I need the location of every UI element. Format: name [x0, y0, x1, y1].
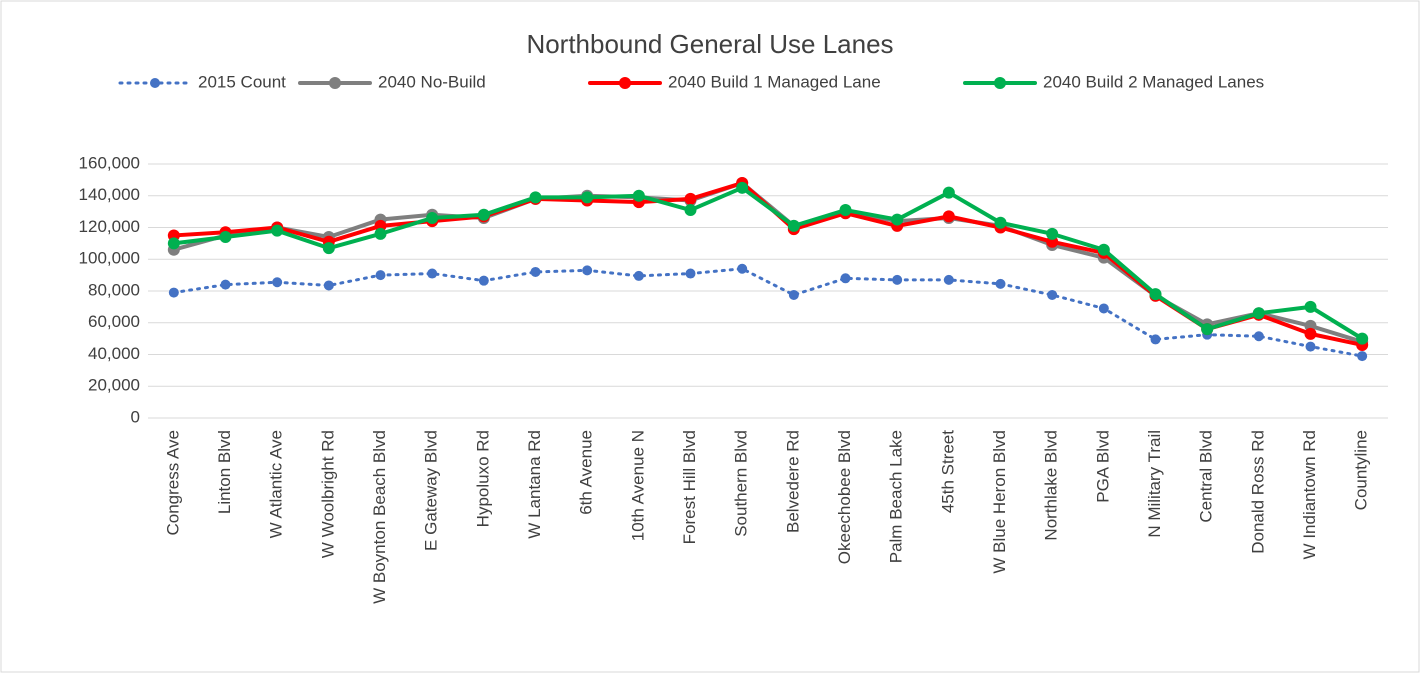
- y-tick-label: 140,000: [79, 185, 140, 204]
- data-point: [1201, 323, 1214, 336]
- data-point: [788, 289, 799, 300]
- y-tick-label: 40,000: [88, 344, 140, 363]
- x-tick-label: Linton Blvd: [215, 430, 234, 514]
- data-point: [1304, 327, 1317, 340]
- chart-title: Northbound General Use Lanes: [526, 29, 893, 59]
- legend-marker: [150, 78, 160, 88]
- series-line: [171, 185, 1365, 341]
- data-point: [219, 231, 232, 244]
- legend-label: 2040 No-Build: [378, 72, 486, 91]
- x-tick-label: 45th Street: [938, 430, 957, 513]
- data-point: [581, 191, 594, 204]
- data-point: [477, 208, 490, 221]
- data-point: [168, 287, 179, 298]
- y-tick-label: 60,000: [88, 312, 140, 331]
- series-line: [172, 267, 1364, 358]
- x-tick-label: Countyline: [1352, 430, 1371, 510]
- data-point: [272, 277, 283, 288]
- y-tick-label: 160,000: [79, 153, 140, 172]
- data-point: [632, 189, 645, 202]
- x-tick-label: Hypoluxo Rd: [473, 430, 492, 527]
- x-tick-label: E Gateway Blvd: [422, 430, 441, 551]
- x-tick-label: W Lantana Rd: [525, 430, 544, 539]
- x-tick-label: N Military Trail: [1145, 430, 1164, 538]
- data-point: [582, 265, 593, 276]
- x-tick-label: W Boynton Beach Blvd: [370, 430, 389, 604]
- legend-marker: [994, 77, 1006, 89]
- data-point: [1304, 300, 1317, 313]
- x-tick-label: 6th Avenue: [577, 430, 596, 515]
- y-tick-label: 20,000: [88, 376, 140, 395]
- data-point: [891, 213, 904, 226]
- data-point: [942, 186, 955, 199]
- x-tick-label: Congress Ave: [163, 430, 182, 536]
- x-tick-label: Okeechobee Blvd: [835, 430, 854, 564]
- x-tick-label: W Atlantic Ave: [267, 430, 286, 538]
- data-point: [271, 224, 284, 237]
- data-point: [684, 192, 697, 205]
- data-point: [1098, 303, 1109, 314]
- data-point: [220, 279, 231, 290]
- data-point: [529, 191, 542, 204]
- data-point: [1097, 243, 1110, 256]
- data-point: [530, 266, 541, 277]
- data-point: [633, 270, 644, 281]
- data-point: [1149, 288, 1162, 301]
- data-point: [1047, 289, 1058, 300]
- y-tick-label: 100,000: [79, 249, 140, 268]
- x-tick-label: W Blue Heron Blvd: [990, 430, 1009, 574]
- x-tick-label: Southern Blvd: [732, 430, 751, 537]
- data-point: [375, 270, 386, 281]
- y-tick-label: 80,000: [88, 280, 140, 299]
- data-point: [1150, 334, 1161, 345]
- legend-label: 2040 Build 1 Managed Lane: [668, 72, 881, 91]
- y-tick-label: 0: [131, 407, 140, 426]
- data-point: [427, 268, 438, 279]
- data-point: [1357, 351, 1368, 362]
- data-point: [994, 216, 1007, 229]
- data-point: [478, 275, 489, 286]
- x-tick-label: PGA Blvd: [1093, 430, 1112, 503]
- data-point: [322, 242, 335, 255]
- legend-marker: [619, 77, 631, 89]
- x-tick-label: 10th Avenue N: [628, 430, 647, 541]
- data-point: [323, 280, 334, 291]
- data-point: [426, 211, 439, 224]
- data-point: [685, 268, 696, 279]
- x-tick-label: Forest Hill Blvd: [680, 430, 699, 544]
- data-point: [1253, 331, 1264, 342]
- data-point: [840, 273, 851, 284]
- legend-label: 2015 Count: [198, 72, 286, 91]
- data-point: [684, 204, 697, 217]
- data-point: [374, 227, 387, 240]
- y-tick-label: 120,000: [79, 217, 140, 236]
- data-point: [167, 237, 180, 250]
- data-point: [1046, 227, 1059, 240]
- data-point: [839, 204, 852, 217]
- data-point: [737, 263, 748, 274]
- x-tick-label: W Indiantown Rd: [1300, 430, 1319, 559]
- x-tick-label: Donald Ross Rd: [1248, 430, 1267, 554]
- data-point: [942, 210, 955, 223]
- data-point: [736, 181, 749, 194]
- x-tick-label: Belvedere Rd: [783, 430, 802, 533]
- data-point: [943, 274, 954, 285]
- data-point: [787, 219, 800, 232]
- x-tick-label: Palm Beach Lake: [887, 430, 906, 563]
- data-point: [1356, 332, 1369, 345]
- x-tick-label: Northlake Blvd: [1042, 430, 1061, 541]
- legend-label: 2040 Build 2 Managed Lanes: [1043, 72, 1264, 91]
- x-tick-label: Central Blvd: [1197, 430, 1216, 523]
- data-point: [1305, 341, 1316, 352]
- data-point: [995, 278, 1006, 289]
- data-point: [1252, 307, 1265, 320]
- x-tick-label: W Woolbright Rd: [318, 430, 337, 558]
- legend-marker: [329, 77, 341, 89]
- data-point: [892, 274, 903, 285]
